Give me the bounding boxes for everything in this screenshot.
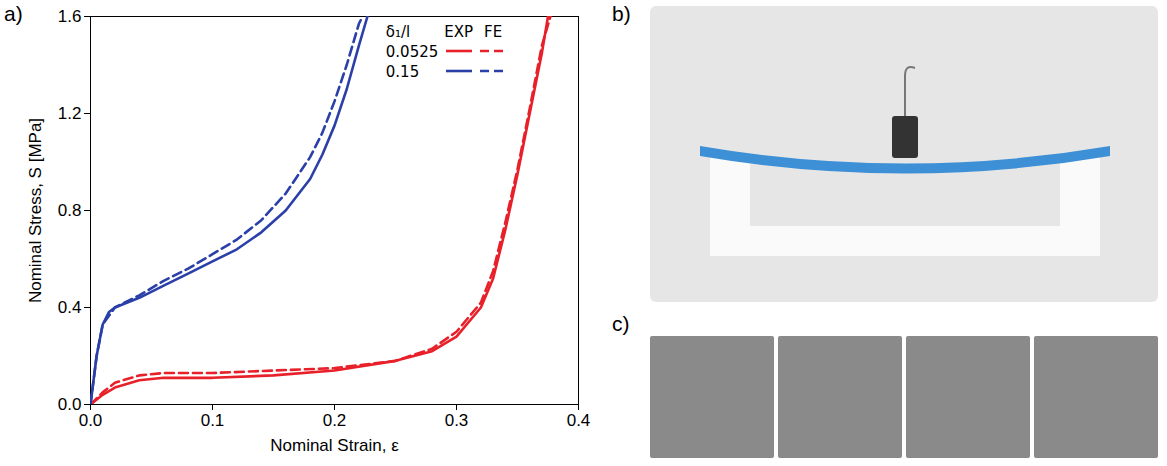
html-text:0.15: 0.15 xyxy=(385,63,420,81)
svg-text:0.0: 0.0 xyxy=(57,394,82,414)
svg-text:0.4: 0.4 xyxy=(58,298,82,317)
svg-text:0.1: 0.1 xyxy=(201,411,225,430)
html-text:a): a) xyxy=(4,2,23,25)
svg-text:0.0: 0.0 xyxy=(79,411,103,430)
svg-text:0.3: 0.3 xyxy=(445,411,469,430)
html-text:0.0525: 0.0525 xyxy=(385,43,439,61)
html-text:FE: FE xyxy=(484,23,503,41)
html-text:c): c) xyxy=(612,312,630,335)
svg-text:0.8: 0.8 xyxy=(58,201,82,220)
svg-text:Nominal Strain, ε: Nominal Strain, ε xyxy=(270,436,399,455)
svg-text:1.6: 1.6 xyxy=(58,7,82,26)
svg-text:0.4: 0.4 xyxy=(567,411,591,430)
html-text:δ₁/l: δ₁/l xyxy=(385,23,411,41)
svg-text:1.2: 1.2 xyxy=(58,104,82,123)
html-text:EXP: EXP xyxy=(444,23,474,41)
html-text:b): b) xyxy=(612,2,631,25)
svg-text:Nominal Stress, S [MPa]: Nominal Stress, S [MPa] xyxy=(26,118,45,303)
svg-text:0.2: 0.2 xyxy=(323,411,347,430)
